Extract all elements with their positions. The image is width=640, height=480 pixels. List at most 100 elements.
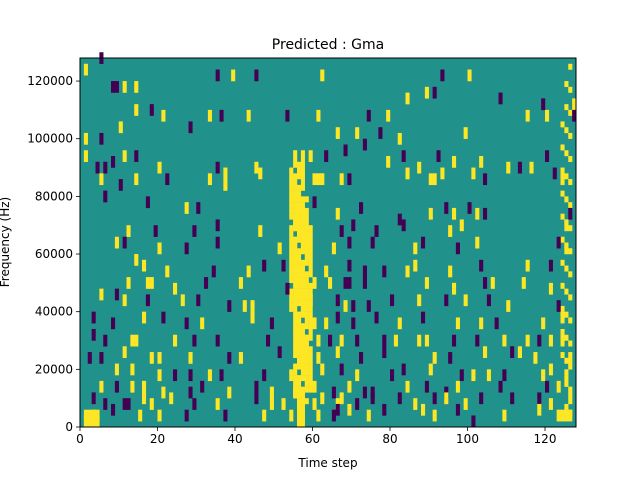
heatmap-cell: [223, 179, 228, 186]
heatmap-cell: [149, 109, 154, 116]
heatmap-cell: [397, 392, 402, 399]
heatmap-cell: [347, 173, 352, 180]
heatmap-cell: [525, 340, 530, 347]
heatmap-cell: [297, 271, 302, 278]
heatmap-cell: [99, 288, 104, 295]
heatmap-cell: [157, 242, 162, 249]
heatmap-cell: [211, 271, 216, 278]
heatmap-cell: [366, 409, 371, 416]
heatmap-cell: [297, 334, 302, 341]
heatmap-cell: [304, 334, 309, 341]
heatmap-cell: [293, 156, 298, 162]
heatmap-cell: [440, 173, 445, 180]
heatmap-cell: [304, 323, 309, 330]
heatmap-cell: [300, 294, 305, 301]
heatmap-cell: [312, 380, 317, 387]
heatmap-cell: [281, 398, 286, 405]
heatmap-cell: [494, 323, 499, 330]
heatmap-cell: [479, 265, 484, 272]
heatmap-cell: [111, 156, 116, 162]
heatmap-cell: [142, 317, 147, 324]
heatmap-cell: [281, 265, 286, 272]
heatmap-cell: [300, 282, 305, 289]
heatmap-cell: [347, 403, 352, 410]
heatmap-cell: [304, 380, 309, 387]
heatmap-cell: [293, 386, 298, 393]
heatmap-cell: [413, 265, 418, 272]
heatmap-cell: [289, 409, 294, 416]
heatmap-cell: [254, 161, 259, 168]
heatmap-cell: [262, 415, 267, 422]
heatmap-cell: [308, 305, 313, 312]
heatmap-cell: [386, 156, 391, 162]
heatmap-cell: [103, 161, 108, 168]
heatmap-cell: [192, 340, 197, 347]
heatmap-cell: [308, 259, 313, 266]
heatmap-cell: [475, 207, 480, 214]
heatmap-cell: [413, 403, 418, 410]
heatmap-cell: [331, 409, 336, 416]
heatmap-cell: [184, 248, 189, 255]
heatmap-cell: [111, 323, 116, 330]
heatmap-cell: [161, 386, 166, 393]
heatmap-cell: [405, 173, 410, 180]
heatmap-cell: [300, 184, 305, 191]
heatmap-cell: [308, 300, 313, 307]
heatmap-cell: [308, 225, 313, 232]
heatmap-cell: [568, 109, 573, 116]
heatmap-cell: [424, 277, 429, 284]
heatmap-cell: [339, 392, 344, 399]
heatmap-cell: [479, 156, 484, 162]
heatmap-cell: [289, 167, 294, 174]
heatmap-cell: [483, 213, 488, 220]
heatmap-cell: [568, 294, 573, 301]
heatmap-cell: [308, 288, 313, 295]
heatmap-cell: [293, 265, 298, 272]
heatmap-cell: [347, 380, 352, 387]
heatmap-cell: [95, 421, 100, 428]
heatmap-cell: [467, 75, 472, 82]
heatmap-cell: [297, 380, 302, 387]
heatmap-cell: [83, 69, 88, 76]
heatmap-cell: [308, 369, 313, 376]
heatmap-cell: [297, 352, 302, 359]
heatmap-cell: [289, 369, 294, 376]
heatmap-cell: [227, 357, 232, 364]
heatmap-cell: [374, 317, 379, 324]
heatmap-cell: [304, 375, 309, 382]
heatmap-cell: [486, 369, 491, 376]
heatmap-cell: [455, 409, 460, 416]
heatmap-cell: [564, 265, 569, 272]
heatmap-cell: [324, 150, 329, 157]
heatmap-cell: [568, 213, 573, 220]
heatmap-cell: [297, 340, 302, 347]
heatmap-cell: [424, 86, 429, 93]
heatmap-cell: [421, 317, 426, 324]
heatmap-cell: [223, 167, 228, 174]
heatmap-cell: [297, 207, 302, 214]
heatmap-cell: [289, 184, 294, 191]
heatmap-cell: [304, 213, 309, 220]
heatmap-cell: [382, 403, 387, 410]
heatmap-cell: [142, 265, 147, 272]
heatmap-cell: [517, 352, 522, 359]
heatmap-cell: [572, 109, 577, 116]
heatmap-cell: [157, 161, 162, 168]
heatmap-cell: [572, 115, 577, 122]
heatmap-cell: [196, 300, 201, 307]
heatmap-cell: [312, 202, 317, 209]
heatmap-cell: [545, 156, 550, 162]
heatmap-cell: [479, 398, 484, 405]
heatmap-cell: [188, 121, 193, 128]
heatmap-cell: [126, 282, 131, 289]
heatmap-cell: [308, 150, 313, 157]
heatmap-cell: [238, 282, 243, 289]
heatmap-cell: [529, 167, 534, 174]
heatmap-cell: [324, 265, 329, 272]
heatmap-cell: [188, 357, 193, 364]
heatmap-cell: [432, 409, 437, 416]
heatmap-cell: [149, 277, 154, 284]
heatmap-cell: [188, 386, 193, 393]
heatmap-cell: [572, 104, 577, 111]
heatmap-cell: [444, 392, 449, 399]
